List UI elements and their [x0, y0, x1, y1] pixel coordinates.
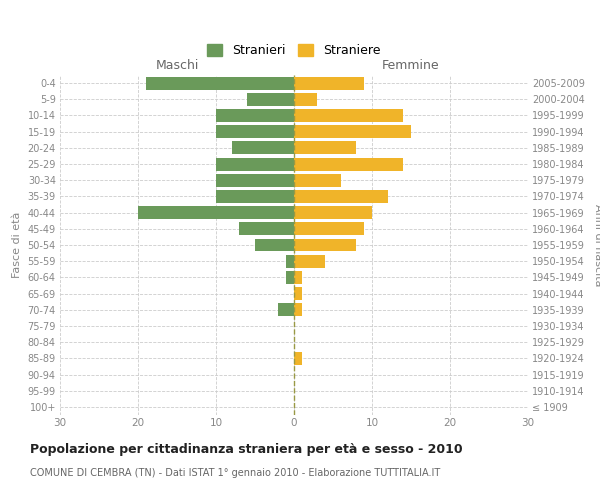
Bar — [286, 254, 294, 268]
Bar — [294, 254, 325, 268]
Text: Femmine: Femmine — [382, 58, 440, 71]
Bar — [247, 93, 294, 106]
Bar — [294, 142, 356, 154]
Y-axis label: Fasce di età: Fasce di età — [12, 212, 22, 278]
Bar — [294, 222, 364, 235]
Bar — [294, 76, 364, 90]
Bar — [216, 125, 294, 138]
Bar — [294, 271, 302, 284]
Bar — [216, 158, 294, 170]
Bar — [294, 190, 388, 203]
Bar — [294, 287, 302, 300]
Bar — [255, 238, 294, 252]
Bar — [146, 76, 294, 90]
Bar — [294, 206, 372, 219]
Bar — [294, 109, 403, 122]
Bar — [216, 174, 294, 186]
Bar — [232, 142, 294, 154]
Y-axis label: Anni di nascita: Anni di nascita — [593, 204, 600, 286]
Bar — [216, 190, 294, 203]
Text: Maschi: Maschi — [155, 58, 199, 71]
Bar — [294, 93, 317, 106]
Bar — [294, 352, 302, 365]
Bar — [286, 271, 294, 284]
Bar — [278, 304, 294, 316]
Bar — [216, 109, 294, 122]
Bar — [294, 125, 411, 138]
Text: COMUNE DI CEMBRA (TN) - Dati ISTAT 1° gennaio 2010 - Elaborazione TUTTITALIA.IT: COMUNE DI CEMBRA (TN) - Dati ISTAT 1° ge… — [30, 468, 440, 477]
Legend: Stranieri, Straniere: Stranieri, Straniere — [203, 40, 385, 61]
Bar — [294, 158, 403, 170]
Bar — [294, 174, 341, 186]
Bar — [138, 206, 294, 219]
Text: Popolazione per cittadinanza straniera per età e sesso - 2010: Popolazione per cittadinanza straniera p… — [30, 442, 463, 456]
Bar — [294, 304, 302, 316]
Bar — [294, 238, 356, 252]
Bar — [239, 222, 294, 235]
